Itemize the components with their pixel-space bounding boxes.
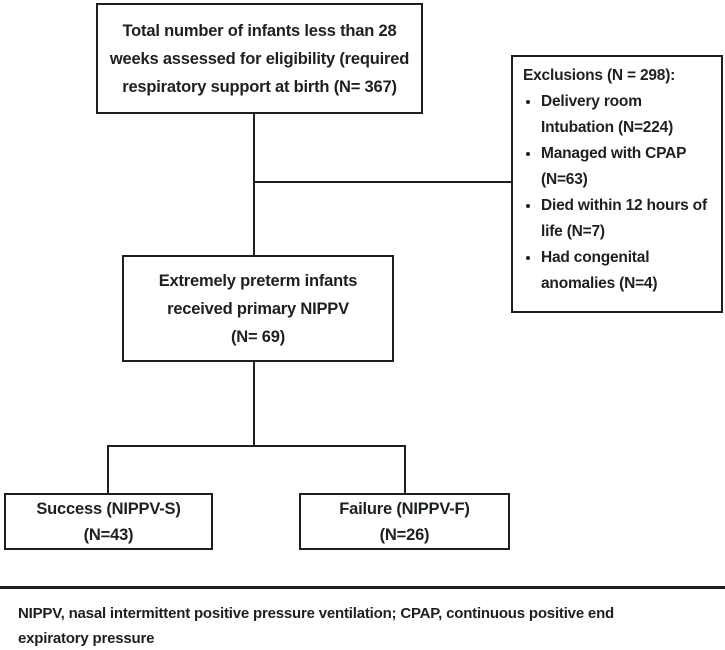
connector-to-exclusions: [253, 181, 512, 183]
success-text-line: Success (NIPPV-S): [36, 499, 181, 518]
nippv-text-line: (N= 69): [230, 327, 286, 346]
failure-text-line: (N=26): [379, 525, 430, 544]
connector-top-to-middle: [253, 114, 255, 256]
nippv-text-line: Extremely preterm infants: [158, 271, 358, 290]
nippv-box: Extremely preterm infants received prima…: [122, 255, 394, 362]
exclusion-item: Had congenital anomalies (N=4): [541, 245, 717, 297]
success-box: Success (NIPPV-S) (N=43): [4, 493, 213, 550]
eligibility-text-line: weeks assessed for eligibility (required: [109, 49, 410, 68]
connector-branch-to-failure: [404, 445, 406, 493]
failure-box: Failure (NIPPV-F) (N=26): [299, 493, 510, 550]
footnote: NIPPV, nasal intermittent positive press…: [18, 601, 718, 650]
connector-branch-horizontal: [107, 445, 406, 447]
footnote-text-line: NIPPV, nasal intermittent positive press…: [18, 605, 614, 622]
eligibility-box: Total number of infants less than 28 wee…: [96, 3, 423, 114]
exclusion-item: Died within 12 hours of life (N=7): [541, 193, 717, 245]
exclusions-list: Delivery room Intubation (N=224) Managed…: [523, 89, 717, 297]
exclusions-title: Exclusions (N = 298):: [523, 67, 676, 84]
footnote-separator: [0, 586, 725, 589]
exclusion-item: Delivery room Intubation (N=224): [541, 89, 717, 141]
nippv-text-line: received primary NIPPV: [167, 299, 349, 318]
eligibility-text-line: respiratory support at birth (N= 367): [122, 77, 397, 96]
failure-text-line: Failure (NIPPV-F): [339, 499, 470, 518]
footnote-text-line: expiratory pressure: [18, 630, 155, 647]
exclusions-box: Exclusions (N = 298): Delivery room Intu…: [511, 55, 723, 313]
connector-branch-to-success: [107, 445, 109, 493]
exclusion-item: Managed with CPAP (N=63): [541, 141, 717, 193]
success-text-line: (N=43): [83, 525, 134, 544]
connector-middle-to-branch: [253, 362, 255, 447]
eligibility-text-line: Total number of infants less than 28: [122, 21, 397, 40]
